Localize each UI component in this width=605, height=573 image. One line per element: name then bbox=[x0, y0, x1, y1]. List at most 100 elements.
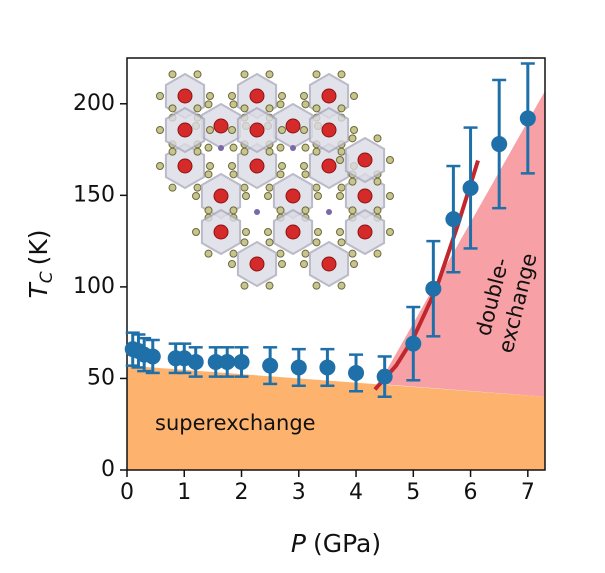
y-tick-label: 0 bbox=[101, 457, 115, 482]
atom bbox=[193, 147, 202, 156]
atom bbox=[337, 70, 346, 79]
atom bbox=[265, 70, 274, 79]
atom bbox=[264, 228, 272, 236]
atom bbox=[204, 143, 213, 152]
x-axis-label: P (GPa) bbox=[291, 529, 381, 558]
atom bbox=[337, 183, 346, 192]
atom bbox=[204, 100, 213, 109]
atom bbox=[357, 224, 373, 240]
data-point bbox=[491, 136, 508, 153]
plot-frame bbox=[126, 57, 546, 471]
atom bbox=[312, 281, 321, 290]
atom bbox=[301, 206, 310, 215]
atom bbox=[229, 206, 238, 215]
atom bbox=[357, 152, 373, 168]
atom bbox=[156, 92, 164, 100]
atom bbox=[350, 260, 358, 268]
atom bbox=[337, 238, 346, 247]
y-tick-label: 100 bbox=[73, 274, 115, 299]
atom bbox=[301, 100, 310, 109]
atom bbox=[278, 126, 286, 134]
atom bbox=[300, 162, 308, 170]
crystal-structure-inset bbox=[156, 70, 394, 290]
atom bbox=[386, 156, 394, 164]
data-point bbox=[445, 211, 462, 228]
atom bbox=[177, 158, 193, 174]
data-point bbox=[376, 368, 393, 385]
atom bbox=[326, 209, 332, 215]
atom bbox=[229, 249, 238, 258]
atom bbox=[254, 209, 260, 215]
x-label-unit: (GPa) bbox=[313, 529, 381, 558]
atom bbox=[265, 238, 274, 247]
atom bbox=[240, 281, 249, 290]
atom bbox=[312, 104, 321, 113]
data-point bbox=[207, 353, 224, 370]
atom bbox=[249, 88, 265, 104]
atom bbox=[357, 188, 373, 204]
y-tick-label: 50 bbox=[87, 365, 115, 390]
atom bbox=[290, 145, 296, 151]
atom bbox=[336, 156, 344, 164]
atom bbox=[278, 260, 286, 268]
atom bbox=[300, 126, 308, 134]
atom bbox=[348, 206, 357, 215]
y-label-unit: (K) bbox=[24, 229, 53, 265]
atom bbox=[301, 170, 310, 179]
atom bbox=[206, 126, 214, 134]
x-tick-label: 4 bbox=[349, 480, 363, 505]
atom bbox=[314, 228, 322, 236]
atom bbox=[312, 183, 321, 192]
atom bbox=[348, 134, 357, 143]
atom bbox=[240, 70, 249, 79]
atom bbox=[193, 70, 202, 79]
x-tick-label: 3 bbox=[292, 480, 306, 505]
atom bbox=[276, 206, 285, 215]
data-point bbox=[319, 359, 336, 376]
data-point bbox=[405, 335, 422, 352]
atom bbox=[301, 143, 310, 152]
atom bbox=[276, 143, 285, 152]
atom bbox=[192, 192, 200, 200]
atom bbox=[177, 122, 193, 138]
atom bbox=[348, 177, 357, 186]
atom bbox=[321, 256, 337, 272]
data-point bbox=[262, 357, 279, 374]
data-point bbox=[233, 353, 250, 370]
atom bbox=[321, 158, 337, 174]
x-tick-label: 0 bbox=[120, 480, 134, 505]
atom bbox=[373, 206, 382, 215]
atom bbox=[193, 104, 202, 113]
atom bbox=[265, 147, 274, 156]
atom bbox=[193, 183, 202, 192]
atom bbox=[240, 183, 249, 192]
data-point bbox=[462, 180, 479, 197]
atom bbox=[168, 70, 177, 79]
data-point bbox=[425, 280, 442, 297]
atom bbox=[285, 118, 301, 134]
data-point bbox=[348, 364, 365, 381]
x-tick-label: 1 bbox=[177, 480, 191, 505]
fit-line bbox=[373, 159, 480, 391]
atom bbox=[278, 162, 286, 170]
atom bbox=[156, 126, 164, 134]
x-tick-label: 2 bbox=[235, 480, 249, 505]
atom bbox=[336, 228, 344, 236]
y-label-subscript: C bbox=[37, 271, 57, 283]
region bbox=[127, 365, 545, 470]
data-point bbox=[219, 353, 236, 370]
atom bbox=[337, 281, 346, 290]
atom bbox=[177, 88, 193, 104]
data-point bbox=[144, 348, 161, 365]
atom bbox=[350, 126, 358, 134]
atom bbox=[321, 122, 337, 138]
atom bbox=[350, 92, 358, 100]
data-point bbox=[290, 359, 307, 376]
atom bbox=[204, 206, 213, 215]
x-tick-label: 6 bbox=[464, 480, 478, 505]
atom bbox=[213, 224, 229, 240]
atom bbox=[240, 238, 249, 247]
atom bbox=[249, 158, 265, 174]
atom bbox=[240, 104, 249, 113]
